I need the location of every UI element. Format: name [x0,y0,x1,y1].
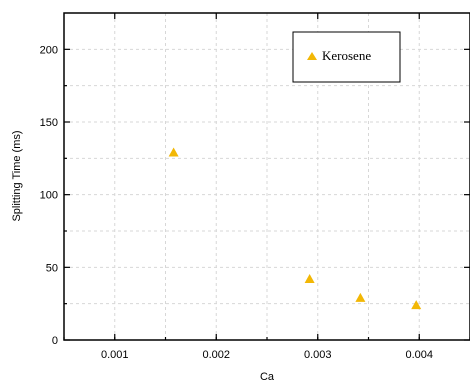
data-point-triangle [305,274,315,283]
axis-tick-labels: 0.001 0.002 0.003 0.004 0 50 100 150 200 [40,44,433,361]
x-tick-label: 0.004 [405,349,433,361]
grid-lines [64,13,470,340]
x-axis-title: Ca [260,371,275,383]
y-tick-label: 200 [40,44,58,56]
data-point-triangle [169,148,179,157]
data-points [169,148,422,310]
y-tick-label: 100 [40,190,58,202]
legend-label-kerosene: Kerosene [322,48,371,63]
x-tick-label: 0.001 [101,349,129,361]
y-tick-label: 50 [46,262,58,274]
x-tick-label: 0.002 [202,349,230,361]
y-tick-label: 0 [52,335,58,347]
y-tick-label: 150 [40,117,58,129]
x-tick-label: 0.003 [304,349,332,361]
y-axis-title: Splitting Time (ms) [11,130,23,221]
data-point-triangle [355,293,365,302]
legend: Kerosene [293,32,400,82]
